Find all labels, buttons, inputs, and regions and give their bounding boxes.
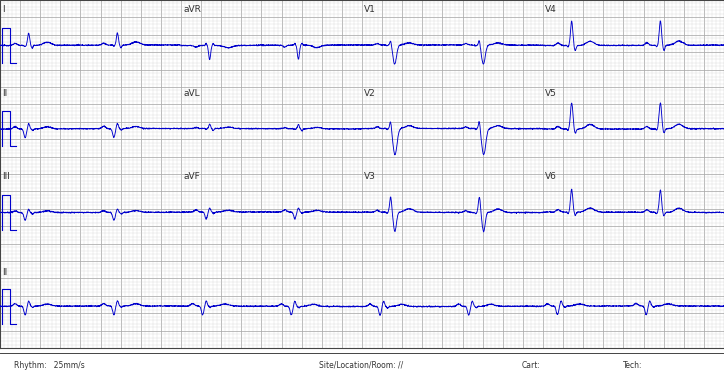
Text: aVL: aVL	[183, 89, 200, 98]
Text: V1: V1	[364, 5, 376, 14]
Text: II: II	[2, 89, 7, 98]
Text: Site/Location/Room: //: Site/Location/Room: //	[319, 360, 403, 370]
Text: Tech:: Tech:	[623, 360, 642, 370]
Text: II: II	[2, 268, 7, 277]
Text: V5: V5	[545, 89, 557, 98]
Text: V6: V6	[545, 172, 557, 181]
Text: I: I	[2, 5, 4, 14]
Text: III: III	[2, 172, 10, 181]
Text: aVF: aVF	[183, 172, 200, 181]
Text: V3: V3	[364, 172, 376, 181]
Text: Rhythm:   25mm/s: Rhythm: 25mm/s	[14, 360, 85, 370]
Text: V2: V2	[364, 89, 376, 98]
Text: aVR: aVR	[183, 5, 201, 14]
Text: V4: V4	[545, 5, 557, 14]
Text: Cart:: Cart:	[521, 360, 540, 370]
